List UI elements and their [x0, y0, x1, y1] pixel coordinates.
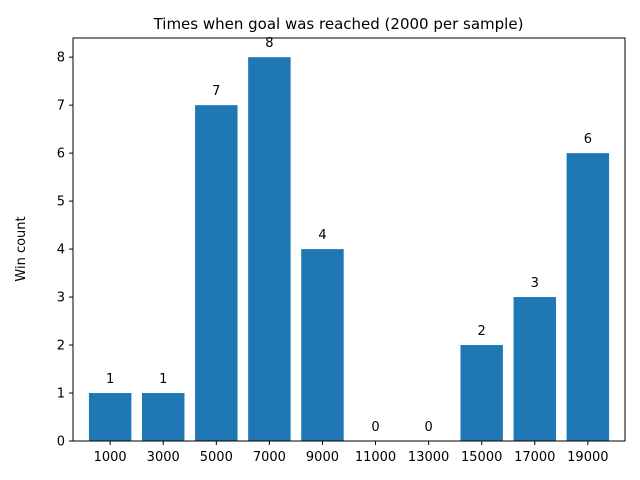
bar-5000 [195, 105, 238, 442]
data-label-11000: 0 [371, 420, 379, 435]
y-axis-label: Win count [14, 216, 29, 281]
x-tick-label-13000: 13000 [408, 450, 449, 465]
x-tick-label-15000: 15000 [461, 450, 502, 465]
data-label-17000: 3 [531, 276, 539, 291]
y-tick-label-7: 7 [57, 99, 65, 114]
data-label-3000: 1 [159, 372, 167, 387]
y-tick-label-5: 5 [57, 195, 65, 210]
y-tick-label-8: 8 [57, 51, 65, 66]
bar-17000 [513, 297, 556, 441]
y-tick-label-6: 6 [57, 147, 65, 162]
data-label-7000: 8 [265, 36, 273, 51]
y-axis-ticks: 0 1 2 3 4 5 6 7 8 [57, 51, 73, 450]
bar-9000 [301, 249, 344, 441]
bars-group [88, 57, 610, 442]
bar-15000 [460, 345, 503, 441]
y-tick-label-1: 1 [57, 387, 65, 402]
bar-19000 [566, 153, 610, 441]
y-tick-label-3: 3 [57, 291, 65, 306]
data-label-5000: 7 [212, 84, 220, 99]
x-tick-label-1000: 1000 [94, 450, 127, 465]
data-labels-group: 1 1 7 8 4 0 0 2 3 6 [106, 36, 592, 435]
chart-title: Times when goal was reached (2000 per sa… [153, 15, 524, 33]
y-tick-label-4: 4 [57, 243, 65, 258]
x-tick-label-11000: 11000 [355, 450, 396, 465]
x-tick-label-7000: 7000 [253, 450, 286, 465]
bar-1000 [88, 393, 132, 441]
bar-7000 [248, 57, 291, 441]
plot-frame [72, 37, 626, 442]
x-axis-ticks: 1000 3000 5000 7000 9000 11000 13000 15000 17000… [94, 441, 609, 465]
bar-3000 [142, 393, 185, 441]
x-tick-label-9000: 9000 [306, 450, 339, 465]
x-tick-label-19000: 19000 [567, 450, 608, 465]
data-label-19000: 6 [584, 132, 592, 147]
x-tick-label-5000: 5000 [200, 450, 233, 465]
y-tick-label-2: 2 [57, 339, 65, 354]
y-tick-label-0: 0 [57, 435, 65, 450]
data-label-1000: 1 [106, 372, 114, 387]
data-label-13000: 0 [424, 420, 432, 435]
x-tick-label-17000: 17000 [514, 450, 555, 465]
x-tick-label-3000: 3000 [147, 450, 180, 465]
data-label-15000: 2 [478, 324, 486, 339]
data-label-9000: 4 [318, 228, 326, 243]
